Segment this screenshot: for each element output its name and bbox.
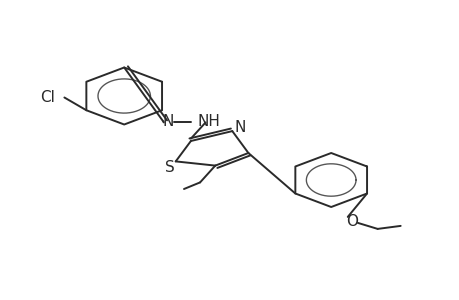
Text: NH: NH bbox=[197, 114, 220, 129]
Text: O: O bbox=[346, 214, 358, 229]
Text: N: N bbox=[162, 114, 173, 129]
Text: N: N bbox=[234, 120, 246, 135]
Text: Cl: Cl bbox=[40, 90, 55, 105]
Text: S: S bbox=[165, 160, 175, 175]
